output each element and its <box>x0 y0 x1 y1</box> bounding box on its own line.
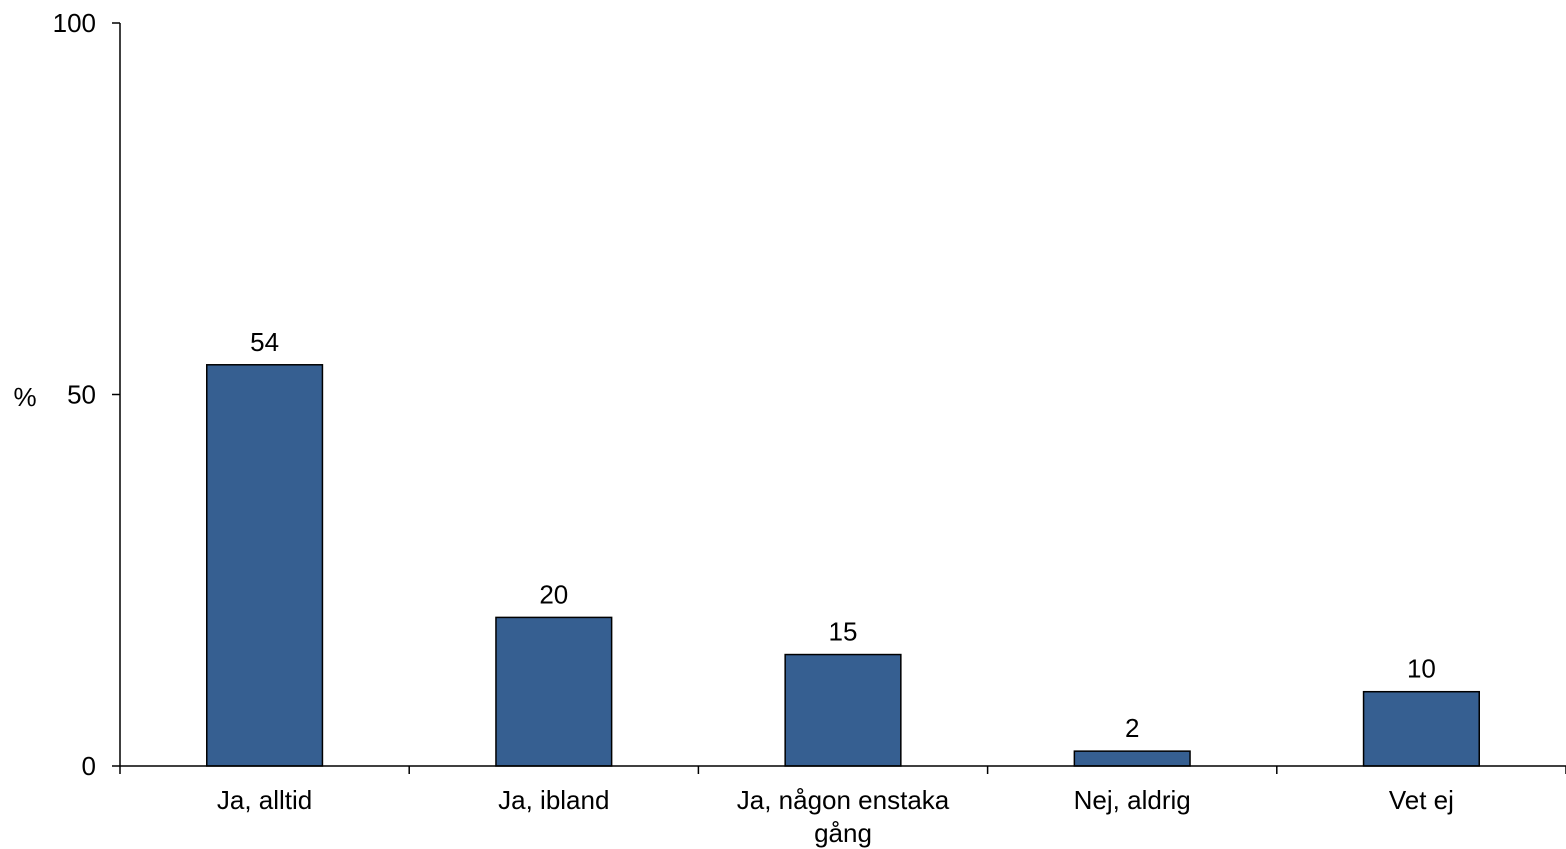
bar <box>1362 690 1480 767</box>
y-axis-title: % <box>13 382 36 412</box>
x-ticks-group <box>119 766 1566 774</box>
bar <box>1073 750 1191 767</box>
category-labels-group: Ja, alltid Ja, ibland Ja, någon enstaka gån… <box>217 785 1454 848</box>
data-labels-group: 54 20 15 2 10 <box>250 327 1436 743</box>
bar <box>206 364 324 767</box>
data-label: 2 <box>1125 713 1139 743</box>
y-tick-label: 50 <box>67 380 96 410</box>
y-ticks-group: 0 50 100 <box>53 8 120 781</box>
bar <box>495 616 613 767</box>
category-label: Ja, någon enstaka gång <box>737 785 950 848</box>
y-tick-label: 0 <box>82 751 96 781</box>
data-label: 10 <box>1407 654 1436 684</box>
data-label: 15 <box>829 617 858 647</box>
y-tick-label: 100 <box>53 8 96 38</box>
data-label: 20 <box>539 579 568 609</box>
category-label: Ja, ibland <box>498 785 609 815</box>
data-label: 54 <box>250 327 279 357</box>
category-label: Vet ej <box>1389 785 1454 815</box>
category-label: Nej, aldrig <box>1074 785 1191 815</box>
bar <box>784 653 902 767</box>
bars-group <box>206 364 1480 767</box>
category-label: Ja, alltid <box>217 785 312 815</box>
